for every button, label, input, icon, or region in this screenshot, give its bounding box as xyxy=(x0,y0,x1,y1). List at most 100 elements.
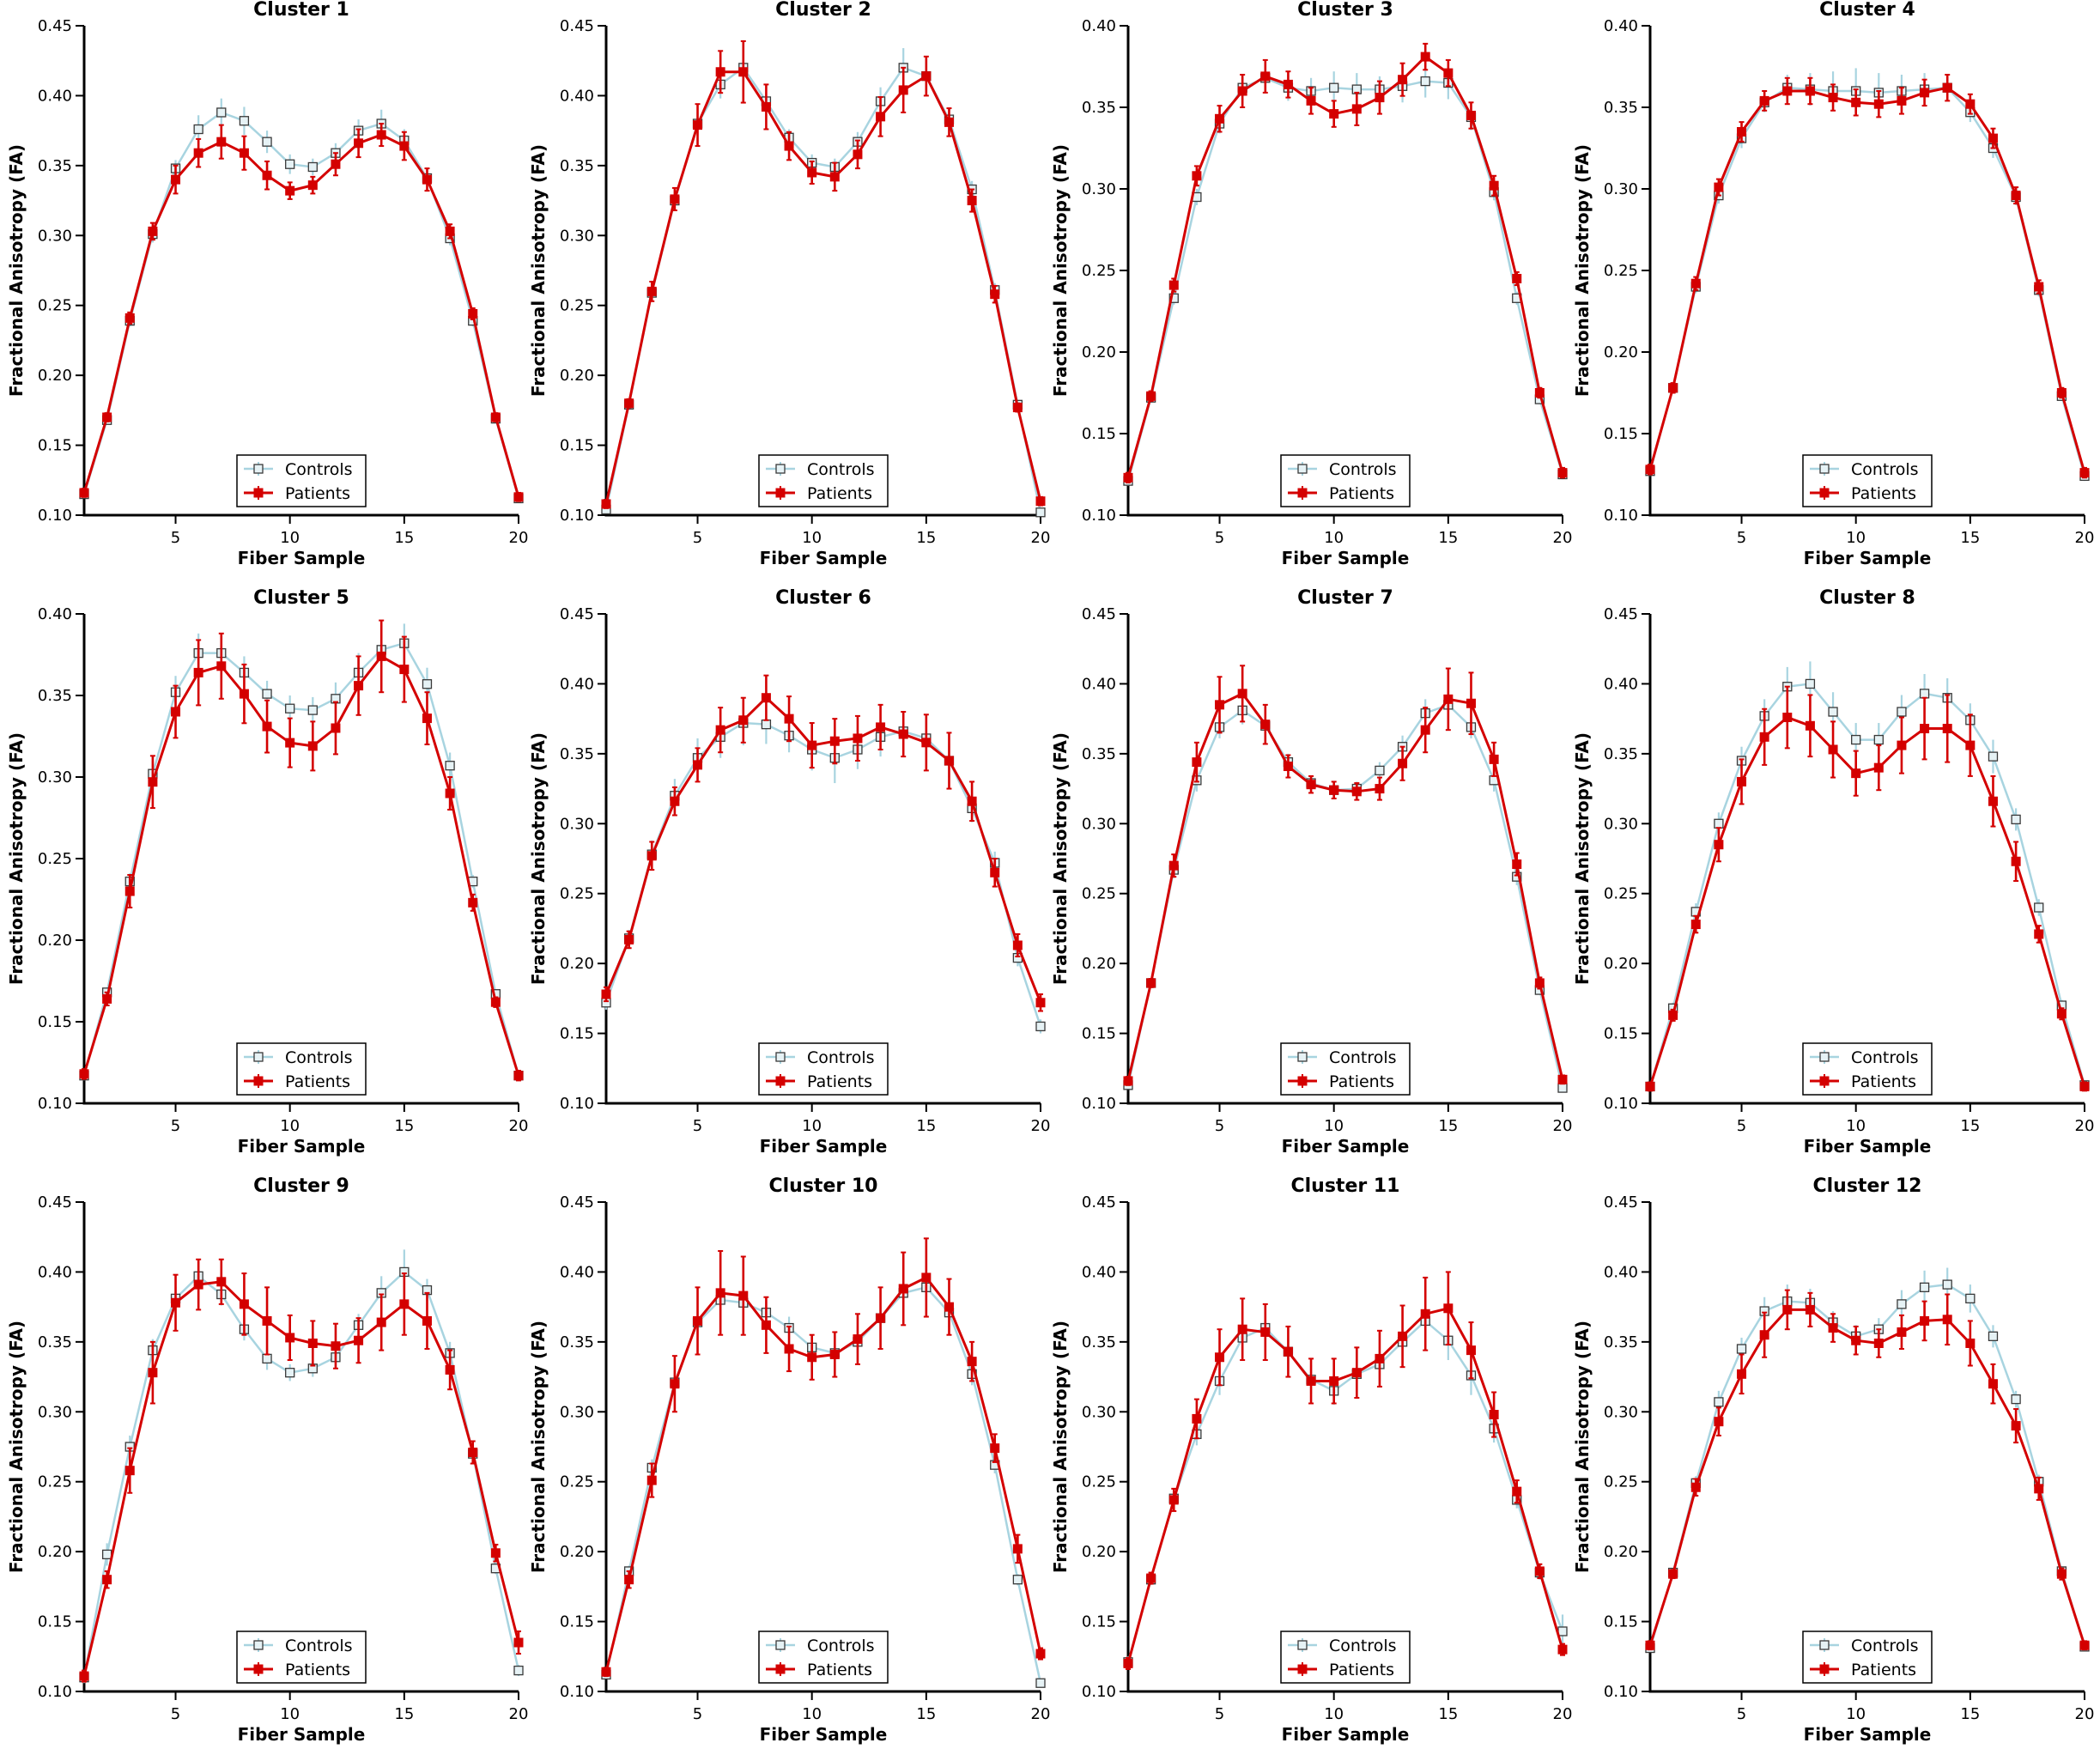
x-tick-label: 10 xyxy=(802,1117,822,1135)
data-point xyxy=(1420,76,1430,87)
y-tick-label: 0.30 xyxy=(1604,1403,1638,1421)
y-tick-label: 0.45 xyxy=(560,605,594,623)
y-tick-label: 0.10 xyxy=(560,1683,594,1701)
data-point xyxy=(921,71,932,82)
data-point xyxy=(490,997,501,1007)
x-tick-label: 15 xyxy=(1960,1117,1980,1135)
x-tick-label: 5 xyxy=(1215,1705,1224,1723)
series-line xyxy=(604,695,1042,1004)
data-point xyxy=(124,1466,135,1476)
series-controls xyxy=(1645,661,2090,1092)
series-patients xyxy=(1645,685,2090,1092)
data-point xyxy=(102,993,112,1004)
x-tick-label: 5 xyxy=(1215,529,1224,547)
data-point xyxy=(1329,109,1339,119)
y-tick-label: 0.40 xyxy=(38,87,72,105)
data-point xyxy=(1714,1417,1724,1427)
legend-label: Patients xyxy=(807,1661,872,1679)
series-line xyxy=(1648,86,2086,474)
data-point xyxy=(1920,1315,1930,1326)
x-tick-label: 20 xyxy=(509,529,529,547)
legend-label: Patients xyxy=(1851,484,1916,503)
x-tick-label: 15 xyxy=(1960,529,1980,547)
data-point xyxy=(1690,278,1701,288)
data-point xyxy=(624,934,634,944)
data-point xyxy=(761,1320,771,1330)
data-point xyxy=(784,1344,794,1354)
x-tick-label: 20 xyxy=(1553,1117,1573,1135)
data-point xyxy=(1306,780,1316,790)
y-tick-label: 0.35 xyxy=(560,157,594,175)
series-line xyxy=(1648,86,2086,477)
data-point xyxy=(601,499,611,509)
x-tick-label: 20 xyxy=(1031,529,1051,547)
y-tick-label: 0.20 xyxy=(1604,343,1638,361)
series-controls xyxy=(79,98,524,504)
y-tick-label: 0.45 xyxy=(1604,605,1638,623)
x-tick-label: 20 xyxy=(1553,1705,1573,1723)
chart-panel-11: Cluster 11 0.10 0.15 0.20 0.25 0.30 0.35 0.40 0.… xyxy=(1050,1175,1572,1745)
x-tick-label: 10 xyxy=(1846,1117,1866,1135)
y-tick-label: 0.45 xyxy=(1082,605,1116,623)
legend-marker xyxy=(253,1664,264,1674)
data-point xyxy=(1534,978,1545,988)
data-point xyxy=(715,725,725,735)
data-point xyxy=(193,124,203,135)
y-tick-label: 0.40 xyxy=(1082,17,1116,35)
legend-marker xyxy=(775,1664,786,1674)
data-point xyxy=(354,681,364,691)
legend-marker xyxy=(1297,1076,1308,1086)
y-tick-label: 0.15 xyxy=(1082,425,1116,443)
legend-label: Controls xyxy=(285,1048,353,1067)
chart-panel-10: Cluster 10 0.10 0.15 0.20 0.25 0.30 0.35 0.40 0.… xyxy=(528,1175,1050,1745)
data-point xyxy=(79,488,89,498)
data-point xyxy=(1283,79,1293,89)
legend: Controls Patients xyxy=(1802,1631,1933,1684)
series-patients xyxy=(601,39,1046,509)
data-point xyxy=(2079,1640,2090,1650)
data-point xyxy=(193,148,203,158)
data-point xyxy=(1759,95,1769,106)
data-point xyxy=(1192,1413,1202,1424)
data-point xyxy=(307,705,318,715)
y-tick-label: 0.40 xyxy=(1604,675,1638,693)
data-point xyxy=(445,761,455,771)
y-tick-label: 0.15 xyxy=(560,1025,594,1043)
y-axis-label: Fractional Anisotropy (FA) xyxy=(6,732,27,985)
data-point xyxy=(124,313,135,323)
data-point xyxy=(693,120,703,131)
y-tick-label: 0.40 xyxy=(1604,17,1638,35)
data-point xyxy=(101,1549,112,1560)
data-point xyxy=(738,715,749,726)
series-line xyxy=(1126,55,1564,478)
data-point xyxy=(1645,1640,1655,1650)
data-point xyxy=(1873,762,1884,773)
y-tick-label: 0.40 xyxy=(1604,1263,1638,1281)
legend: Controls Patients xyxy=(236,1631,367,1684)
data-point xyxy=(79,1671,89,1681)
x-tick-label: 15 xyxy=(916,529,936,547)
legend: Controls Patients xyxy=(236,454,367,507)
data-point xyxy=(171,1297,181,1308)
chart-title: Cluster 2 xyxy=(775,0,871,21)
data-point xyxy=(1828,707,1838,717)
y-tick-label: 0.30 xyxy=(560,1403,594,1421)
data-point xyxy=(1737,776,1747,786)
y-tick-label: 0.15 xyxy=(1082,1613,1116,1631)
data-point xyxy=(1897,1327,1907,1337)
data-point xyxy=(1012,1544,1023,1554)
data-point xyxy=(285,738,295,748)
x-tick-label: 10 xyxy=(1324,1705,1344,1723)
x-tick-label: 10 xyxy=(280,1705,300,1723)
series-line xyxy=(1126,1319,1564,1663)
data-point xyxy=(990,289,1000,300)
chart-panel-1: Cluster 1 0.10 0.15 0.20 0.25 0.30 0.35 0.40 0.4… xyxy=(6,0,528,568)
data-point xyxy=(1988,1379,1998,1389)
y-axis-label: Fractional Anisotropy (FA) xyxy=(1050,1321,1071,1573)
chart-title: Cluster 4 xyxy=(1819,0,1915,21)
series-patients xyxy=(1123,665,1568,1086)
x-tick-label: 5 xyxy=(171,1705,180,1723)
legend-marker xyxy=(775,488,786,498)
y-tick-label: 0.20 xyxy=(1082,343,1116,361)
data-point xyxy=(921,738,932,748)
